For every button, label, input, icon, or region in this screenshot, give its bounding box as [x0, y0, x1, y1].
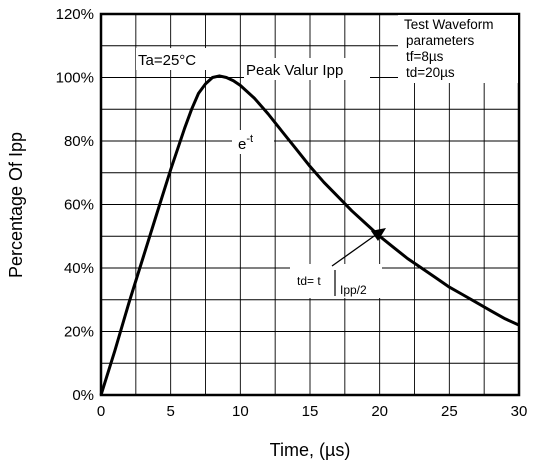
- x-tick-labels: 0 5 10 15 20 25 30: [97, 403, 528, 420]
- x-tick-label: 20: [371, 403, 388, 420]
- series-line-waveform: [99, 74, 520, 396]
- x-tick-label: 30: [511, 403, 528, 420]
- y-tick-label: 40%: [64, 260, 94, 277]
- x-tick-label: 15: [302, 403, 319, 420]
- y-tick-label: 0%: [72, 387, 94, 404]
- x-tick-label: 10: [232, 403, 249, 420]
- ambient-label: Ta=25°C: [138, 52, 196, 69]
- x-axis-title: Time, (µs): [270, 440, 351, 460]
- td-subscript: Ipp/2: [340, 283, 367, 297]
- y-tick-label: 120%: [56, 6, 94, 23]
- decay-label: e-t: [238, 133, 253, 153]
- test-params-tf: tf=8µs: [406, 49, 444, 64]
- test-params-box: [398, 15, 518, 83]
- peak-label: Peak Valur Ipp: [246, 62, 343, 79]
- x-tick-label: 5: [166, 403, 174, 420]
- x-tick-label: 0: [97, 403, 105, 420]
- peak-label-bg: [244, 58, 370, 80]
- td-label-bg: [290, 264, 382, 298]
- test-params-title: Test Waveform: [404, 17, 494, 32]
- y-tick-label: 80%: [64, 133, 94, 150]
- td-arrow-line: [331, 233, 378, 267]
- decay-label-bg: [232, 130, 274, 154]
- td-arrow-head: [371, 228, 386, 241]
- y-tick-label: 100%: [56, 70, 94, 87]
- td-label: td= t: [297, 274, 321, 288]
- test-params-subtitle: parameters: [406, 33, 475, 48]
- y-tick-label: 20%: [64, 324, 94, 341]
- decay-label-base: e: [238, 136, 246, 153]
- y-tick-labels: 0% 20% 40% 60% 80% 100% 120%: [56, 6, 94, 404]
- ambient-label-bg: [136, 48, 222, 70]
- decay-label-exp: -t: [246, 133, 253, 145]
- x-tick-label: 25: [441, 403, 458, 420]
- plot-frame: [99, 12, 521, 397]
- y-axis-title: Percentage Of Ipp: [6, 132, 26, 278]
- y-tick-label: 60%: [64, 197, 94, 214]
- test-params-td: td=20µs: [406, 65, 455, 80]
